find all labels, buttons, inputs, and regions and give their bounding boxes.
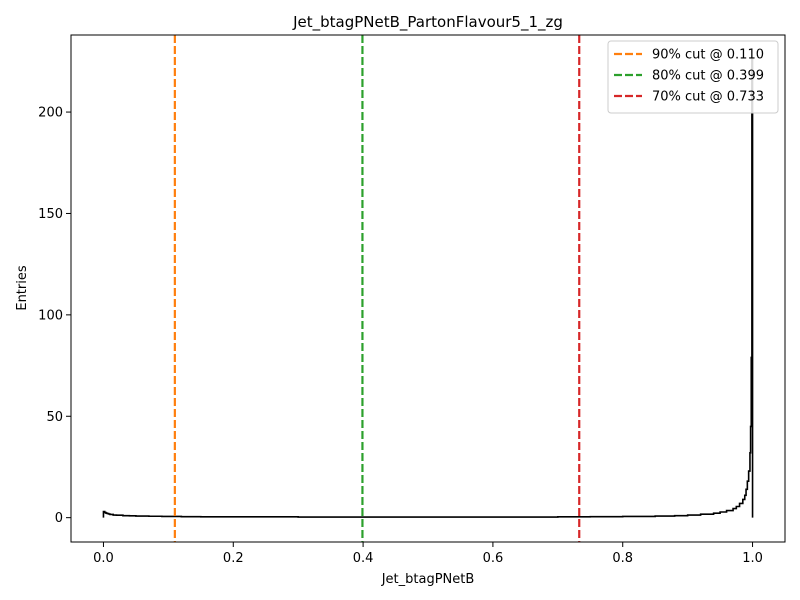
x-tick-label: 0.8 <box>612 551 633 566</box>
legend-label-2: 80% cut @ 0.399 <box>652 69 764 84</box>
legend-box <box>607 40 779 114</box>
x-tick-label: 0.4 <box>353 551 374 566</box>
y-tick-label: 150 <box>38 207 63 222</box>
legend: 90% cut @ 0.110 80% cut @ 0.399 70% cut @ … <box>607 40 779 114</box>
plot-frame <box>70 34 786 543</box>
plot-area <box>71 35 785 542</box>
y-axis-ticks: 0 50 100 150 200 <box>38 106 71 526</box>
cut-lines <box>173 35 581 542</box>
chart-title: Jet_btagPNetB_PartonFlavour5_1_zg <box>292 13 563 32</box>
x-tick-label: 1.0 <box>742 551 763 566</box>
y-tick-label: 50 <box>46 410 63 425</box>
histogram <box>102 58 754 518</box>
x-axis-label: Jet_btagPNetB <box>381 572 475 587</box>
x-tick-label: 0.6 <box>483 551 504 566</box>
legend-label-3: 70% cut @ 0.733 <box>652 90 764 105</box>
legend-label-1: 90% cut @ 0.110 <box>652 48 764 63</box>
y-axis-label: Entries <box>15 265 30 311</box>
y-tick-label: 0 <box>55 511 63 526</box>
x-tick-label: 0.0 <box>93 551 114 566</box>
plot-background <box>71 35 785 542</box>
x-axis-ticks: 0.0 0.2 0.4 0.6 0.8 1.0 <box>93 542 763 566</box>
y-tick-label: 100 <box>38 308 63 323</box>
histogram-step <box>102 58 754 518</box>
x-tick-label: 0.2 <box>223 551 244 566</box>
y-tick-label: 200 <box>38 106 63 121</box>
